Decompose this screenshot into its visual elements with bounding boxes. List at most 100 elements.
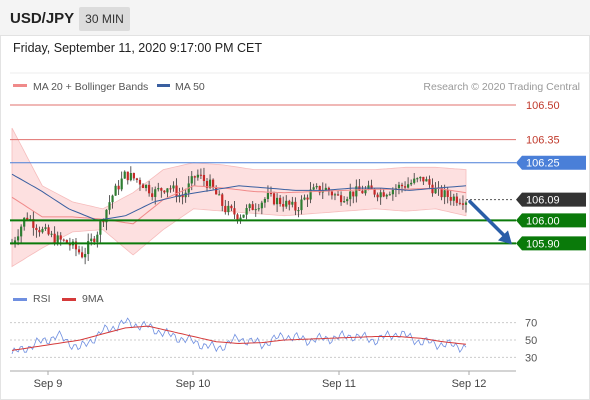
level-tag-pivot [516,155,586,170]
candle [99,219,102,243]
candle [202,167,206,187]
candle-body [431,184,434,194]
candle [196,169,199,181]
candle [120,171,123,192]
candle-body [96,234,99,243]
candle [251,201,254,211]
candle-body [346,199,349,202]
timeframe-button[interactable]: 30 MIN [79,7,130,31]
candle [407,177,410,189]
candle [300,195,303,215]
ma50-line [11,173,467,221]
candle [419,176,422,182]
candle [242,214,245,219]
candle-body [141,184,145,189]
candle [132,172,135,181]
candle-body [355,186,358,197]
candle-body [38,230,41,233]
candle-body [464,202,468,205]
candle-body [285,200,288,207]
ma50-legend-label: MA 50 [175,81,205,93]
candle-body [455,196,458,203]
candle-body [422,176,425,182]
ma9-legend-swatch [62,298,76,301]
candle [336,190,340,197]
candle [32,211,35,236]
candle [138,177,142,191]
candle-body [80,252,84,258]
candle [166,188,169,198]
forecast-arrow [468,199,512,245]
arrow-head [498,230,512,245]
candle [315,183,318,190]
candle [279,195,282,207]
candle-body [32,219,35,228]
candle-body [407,184,410,188]
candle [376,192,379,202]
candle-body [26,217,29,220]
candle [35,224,38,238]
candle-body [163,190,166,193]
candle-body [269,193,273,195]
candle [333,192,337,201]
candle [397,181,401,195]
rsi-legend-swatch [13,298,27,301]
candle-body [120,178,123,190]
candle-body [221,194,224,206]
candle-body [84,254,87,258]
candle-body [35,227,38,231]
candle-body [227,205,230,213]
candle [129,166,132,182]
candle [96,231,99,248]
candle-body [452,196,455,201]
candle-body [123,171,126,179]
candle [218,190,221,196]
candle [248,203,251,212]
candle [263,197,266,208]
candle-body [65,240,68,244]
candle-body [90,238,93,242]
candle [205,178,209,192]
candle [38,226,41,237]
candle [449,190,452,206]
candle-body [461,203,465,205]
candle [157,182,160,192]
candle-body [391,189,394,195]
candle [309,182,312,204]
candle-body [218,194,221,196]
candle [44,223,47,231]
rsi-tick-label: 70 [525,318,537,330]
candle-body [154,189,157,197]
ma20-legend-label: MA 20 + Bollinger Bands [33,81,148,93]
price-levels: 106.50 106.35 106.25 106.09 106.00 105.90 [10,100,586,251]
candle-body [53,233,56,244]
candle-body [306,197,309,200]
candle-body [419,176,422,179]
candle-body [440,187,443,198]
candle [230,204,233,211]
candle-body [272,193,276,205]
candle-body [208,179,212,188]
candle [388,191,391,196]
candle-body [202,174,206,181]
candle [181,187,184,205]
candle [111,194,114,209]
candle-body [62,239,65,241]
candle-body [309,189,312,200]
candle-body [245,208,248,215]
candle [74,238,78,257]
candle-body [300,199,303,211]
candle [87,233,90,261]
candle [339,191,343,206]
candle-body [266,193,270,199]
bollinger-band-area [11,127,467,268]
ma9-legend-label: 9MA [82,293,104,305]
candle-body [282,204,285,207]
candle [199,168,203,180]
rsi-tick-label: 50 [525,335,537,347]
candle [160,187,163,198]
candle-body [312,187,315,190]
candle-body [205,180,209,188]
candle [80,246,84,259]
